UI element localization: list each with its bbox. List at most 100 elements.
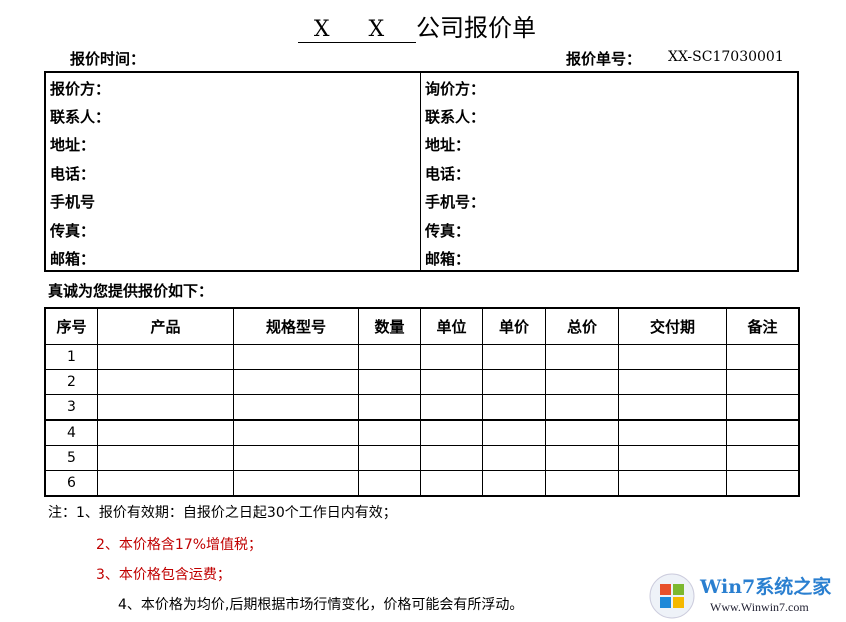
table-cell[interactable] [420,419,483,446]
quote-number-label: 报价单号： [566,50,642,68]
table-cell[interactable] [233,369,359,395]
table-cell[interactable] [545,445,619,471]
table-cell[interactable] [420,344,483,370]
table-cell[interactable] [726,344,800,370]
row-number: 3 [44,394,98,421]
quoter-field-label: 报价方： [50,80,111,98]
table-cell[interactable] [482,419,546,446]
table-cell[interactable] [545,394,619,421]
inquirer-field-label: 询价方： [425,80,486,98]
watermark-url: Www.Winwin7.com [710,600,809,614]
table-cell[interactable] [358,419,421,446]
table-row: 4 [44,419,800,446]
table-row: 6 [44,470,800,497]
table-cell[interactable] [726,394,800,421]
inquirer-field-label: 邮箱： [425,250,471,268]
intro-text: 真诚为您提供报价如下： [48,282,214,300]
quote-time-label: 报价时间： [70,50,146,68]
table-cell[interactable] [726,470,800,497]
inquirer-field-label: 联系人： [425,108,486,126]
windows-logo-icon [649,573,695,619]
title-text: 公司报价单 [416,14,536,42]
inquirer-field-label: 地址： [425,136,471,154]
table-cell[interactable] [545,470,619,497]
table-cell[interactable] [233,344,359,370]
quoter-field-label: 手机号 [50,193,96,211]
table-cell[interactable] [618,470,727,497]
table-cell[interactable] [482,470,546,497]
table-cell[interactable] [545,369,619,395]
table-cell[interactable] [97,419,234,446]
table-cell[interactable] [233,445,359,471]
column-header: 总价 [545,307,619,345]
table-cell[interactable] [233,394,359,421]
table-cell[interactable] [358,394,421,421]
table-cell[interactable] [233,470,359,497]
party-info-box: 报价方： 联系人： 地址： 电话： 手机号 传真： 邮箱： 询价方： 联系人： 地址： 电话： 手机号… [44,71,799,272]
quote-number-value: XX-SC17030001 [668,49,784,65]
row-number: 1 [44,344,98,370]
table-cell[interactable] [358,445,421,471]
table-cell[interactable] [726,369,800,395]
quoter-field-label: 传真： [50,222,96,240]
table-cell[interactable] [358,344,421,370]
table-cell[interactable] [482,369,546,395]
table-cell[interactable] [233,419,359,446]
note-2-number: 2、 [96,537,119,553]
table-cell[interactable] [97,394,234,421]
note-3-text: 本价格包含运费； [118,567,231,583]
table-cell[interactable] [420,470,483,497]
table-cell[interactable] [482,445,546,471]
column-header: 产品 [97,307,234,345]
note-3-number: 3、 [96,567,119,583]
table-cell[interactable] [97,369,234,395]
table-cell[interactable] [618,445,727,471]
note-4: 4、本价格为均价,后期根据市场行情变化，价格可能会有所浮动。 [118,597,524,613]
page-title: X X 公司报价单 [298,8,536,43]
table-cell[interactable] [545,419,619,446]
column-header: 备注 [726,307,800,345]
table-row: 2 [44,369,800,395]
divider [420,73,421,270]
inquirer-field-label: 手机号： [425,193,486,211]
column-header: 单位 [420,307,483,345]
table-row: 3 [44,394,800,421]
table-cell[interactable] [482,394,546,421]
row-number: 4 [44,419,98,446]
table-cell[interactable] [482,344,546,370]
note-2: 2、本价格含17%增值税； [96,534,262,554]
table-cell[interactable] [97,344,234,370]
row-number: 6 [44,470,98,497]
table-cell[interactable] [545,344,619,370]
quoter-field-label: 地址： [50,136,96,154]
table-cell[interactable] [618,369,727,395]
table-cell[interactable] [618,419,727,446]
company-name-placeholder: X X [298,17,416,43]
table-cell[interactable] [618,344,727,370]
table-cell[interactable] [97,470,234,497]
row-number: 5 [44,445,98,471]
table-cell[interactable] [420,394,483,421]
quoter-field-label: 邮箱： [50,250,96,268]
column-header: 序号 [44,307,98,345]
column-header: 单价 [482,307,546,345]
watermark-logo: Win7系统之家 Www.Winwin7.com [648,570,844,620]
inquirer-field-label: 传真： [425,222,471,240]
table-cell[interactable] [726,419,800,446]
table-cell[interactable] [726,445,800,471]
table-cell[interactable] [420,369,483,395]
table-row: 5 [44,445,800,471]
table-cell[interactable] [358,369,421,395]
table-cell[interactable] [618,394,727,421]
table-cell[interactable] [358,470,421,497]
table-cell[interactable] [420,445,483,471]
column-header: 数量 [358,307,421,345]
column-header: 交付期 [618,307,727,345]
quoter-field-label: 电话： [50,165,96,183]
note-3: 3、本价格包含运费； [96,564,231,584]
quoter-field-label: 联系人： [50,108,111,126]
column-header: 规格型号 [233,307,359,345]
watermark-brand: Win7系统之家 [700,576,832,598]
table-cell[interactable] [97,445,234,471]
